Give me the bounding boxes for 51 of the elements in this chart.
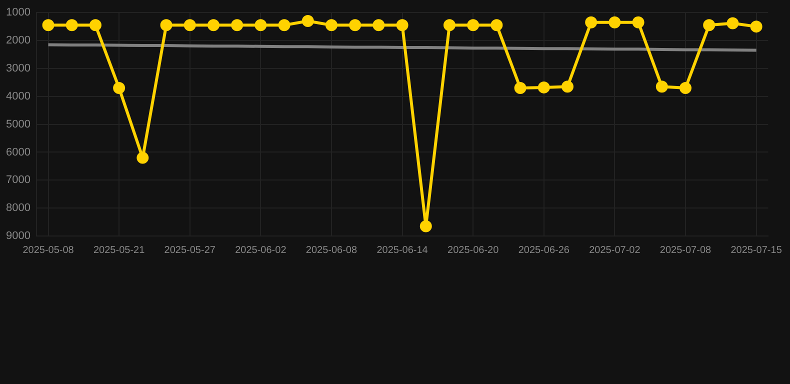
point: [656, 80, 668, 93]
x-tick-label: 2025-07-15: [730, 244, 782, 256]
point: [490, 19, 503, 32]
point: [42, 19, 54, 32]
y-tick-label: 6000: [6, 146, 30, 158]
x-tick-label: 2025-05-27: [164, 244, 216, 256]
y-tick-label: 4000: [6, 90, 30, 102]
point: [726, 17, 739, 30]
x-tick-label: 2025-07-02: [589, 244, 641, 256]
point: [325, 19, 338, 32]
y-tick-label: 1000: [6, 6, 30, 19]
y-tick-label: 9000: [6, 230, 30, 242]
y-tick-label: 5000: [6, 118, 30, 130]
point: [632, 16, 644, 28]
point: [750, 20, 762, 33]
point: [89, 19, 102, 32]
point: [136, 152, 149, 164]
x-tick-label: 2025-06-20: [448, 244, 500, 256]
x-tick-label: 2025-06-02: [235, 244, 287, 256]
x-tick-label: 2025-06-26: [518, 244, 570, 256]
point: [396, 19, 408, 32]
point: [278, 19, 290, 32]
y-tick-label: 7000: [6, 174, 30, 186]
point: [207, 19, 220, 32]
x-tick-label: 2025-06-14: [376, 244, 428, 256]
point: [608, 16, 621, 28]
x-tick-label: 2025-07-08: [660, 244, 712, 256]
point: [349, 19, 362, 32]
point: [538, 81, 550, 94]
x-tick-label: 2025-05-08: [22, 244, 74, 256]
x-tick-label: 2025-06-08: [306, 244, 358, 256]
y-tick-label: 2000: [6, 34, 30, 47]
point: [680, 82, 692, 94]
y-tick-label: 3000: [6, 62, 30, 74]
point: [372, 19, 385, 32]
x-tick-label: 2025-05-21: [93, 244, 146, 256]
point: [467, 19, 480, 32]
point: [514, 82, 526, 94]
point: [184, 19, 196, 32]
point: [231, 19, 244, 32]
y-tick-label: 8000: [6, 202, 30, 214]
point: [703, 19, 716, 32]
point: [254, 19, 267, 32]
point: [420, 220, 432, 232]
point: [113, 82, 126, 94]
point: [160, 19, 172, 32]
point: [302, 14, 314, 27]
point: [561, 80, 574, 93]
point: [443, 19, 456, 32]
point: [585, 16, 598, 28]
point: [66, 19, 78, 32]
